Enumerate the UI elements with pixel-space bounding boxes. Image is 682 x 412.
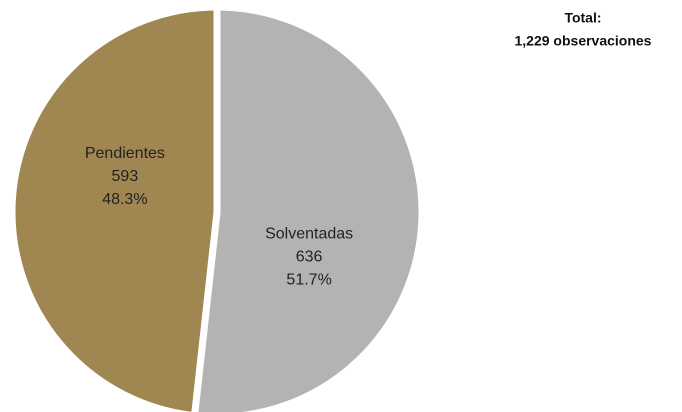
chart-title: Total:	[564, 10, 601, 26]
slice-percent: 51.7%	[286, 271, 331, 288]
slice-value: 636	[296, 248, 323, 265]
slice-category: Pendientes	[85, 145, 165, 162]
slice-percent: 48.3%	[102, 191, 147, 208]
chart-subtitle: 1,229 observaciones	[515, 33, 652, 49]
slice-value: 593	[112, 168, 139, 185]
pie-slice	[191, 3, 426, 412]
slice-category: Solventadas	[265, 225, 353, 242]
pie-slice	[8, 3, 221, 412]
